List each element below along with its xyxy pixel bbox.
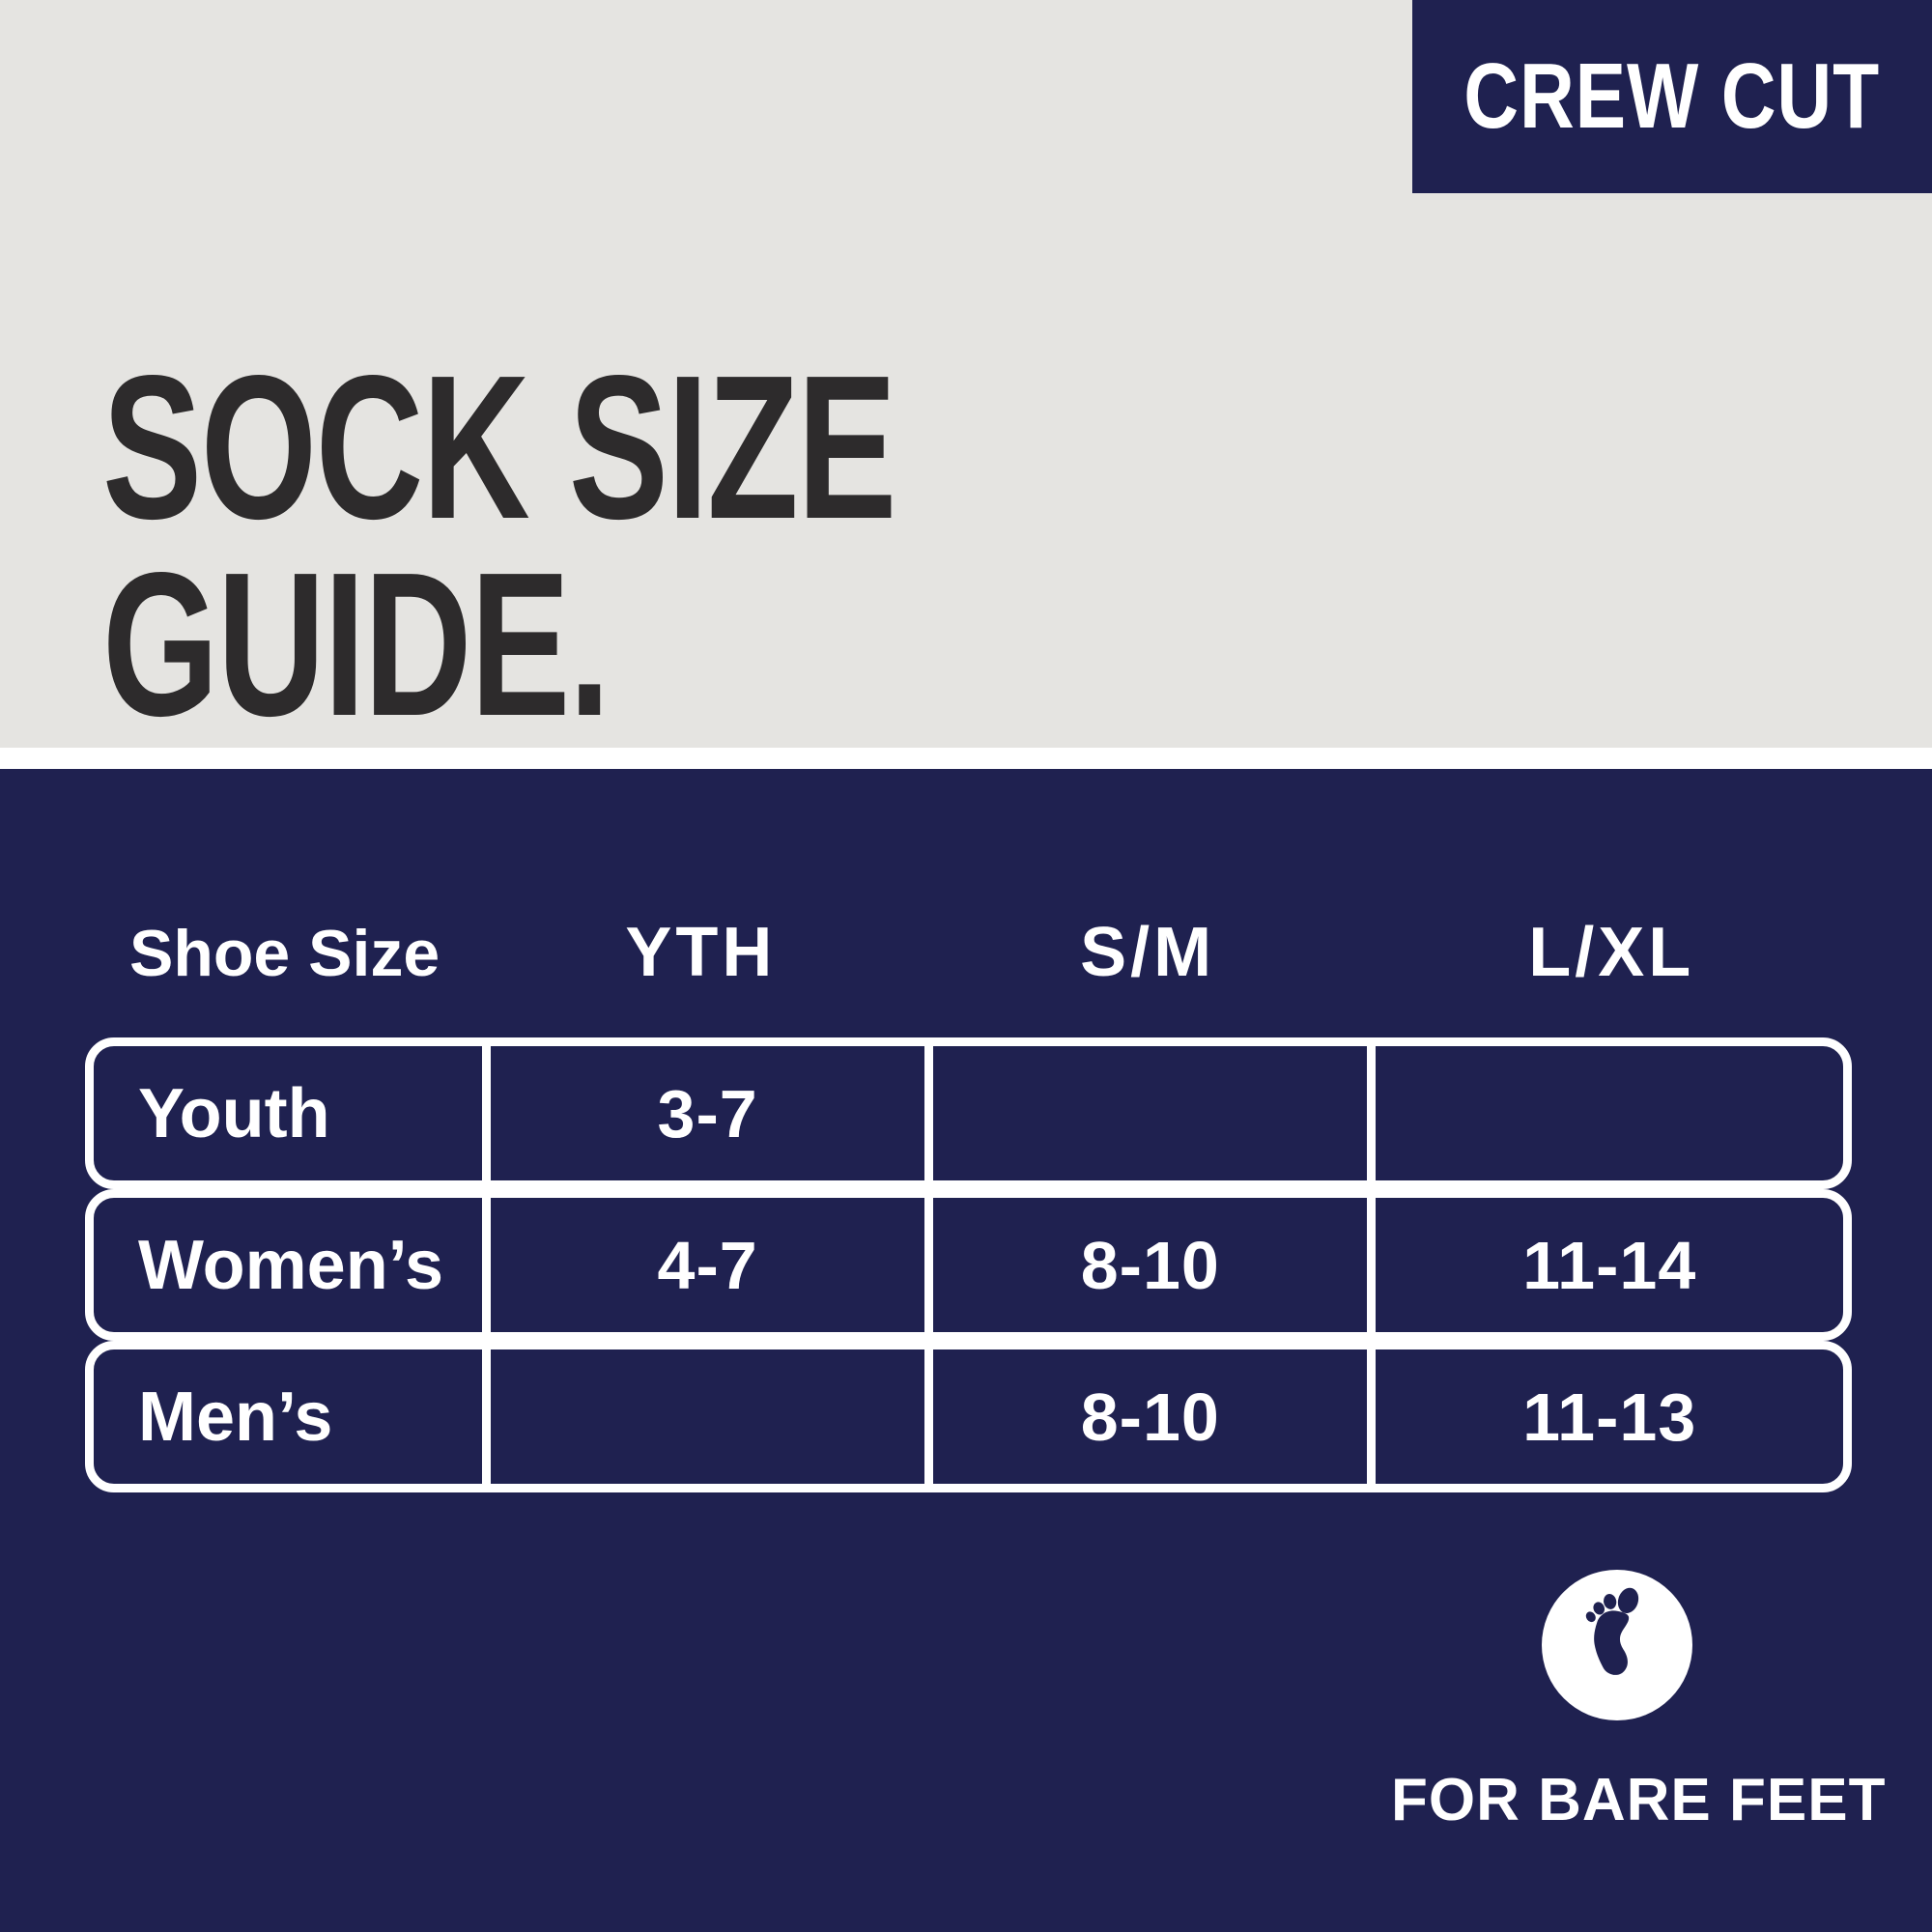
header-cell-sm: S/M bbox=[1080, 914, 1216, 991]
cell-value: 11-14 bbox=[1367, 1198, 1843, 1332]
section-divider bbox=[0, 748, 1932, 769]
table-row-youth: Youth 3-7 bbox=[85, 1037, 1852, 1189]
table-row-mens: Men’s 8-10 11-13 bbox=[85, 1341, 1852, 1492]
crew-cut-badge: CREW CUT bbox=[1412, 0, 1932, 193]
row-label: Youth bbox=[138, 1074, 330, 1152]
cell-value: 11-13 bbox=[1367, 1350, 1843, 1484]
footprint-icon bbox=[1542, 1570, 1692, 1720]
brand-logo bbox=[1542, 1570, 1692, 1720]
title-line-1: SOCK SIZE bbox=[102, 332, 896, 562]
cell-value bbox=[924, 1046, 1367, 1180]
bottom-section bbox=[0, 769, 1932, 1932]
cell-value: 4-7 bbox=[482, 1198, 924, 1332]
cell-value: 3-7 bbox=[482, 1046, 924, 1180]
size-table: Shoe Size YTH S/M L/XL Youth 3-7 Women’s… bbox=[85, 913, 1852, 1492]
brand-name: FOR BARE FEET bbox=[1391, 1767, 1887, 1833]
row-label: Men’s bbox=[138, 1378, 333, 1456]
header-cell-lxl: L/XL bbox=[1528, 914, 1695, 991]
header-cell-yth: YTH bbox=[625, 914, 777, 991]
header-cell-shoe-size: Shoe Size bbox=[129, 917, 440, 990]
row-label: Women’s bbox=[138, 1226, 444, 1304]
cell-value: 8-10 bbox=[924, 1198, 1367, 1332]
cell-value: 8-10 bbox=[924, 1350, 1367, 1484]
page-title: SOCK SIZE GUIDE. bbox=[102, 332, 1189, 759]
title-line-2: GUIDE. bbox=[102, 529, 611, 759]
table-header-row: Shoe Size YTH S/M L/XL bbox=[85, 913, 1852, 996]
table-row-womens: Women’s 4-7 8-10 11-14 bbox=[85, 1189, 1852, 1341]
cell-value bbox=[1367, 1046, 1843, 1180]
cell-value bbox=[482, 1350, 924, 1484]
badge-label: CREW CUT bbox=[1463, 44, 1881, 148]
